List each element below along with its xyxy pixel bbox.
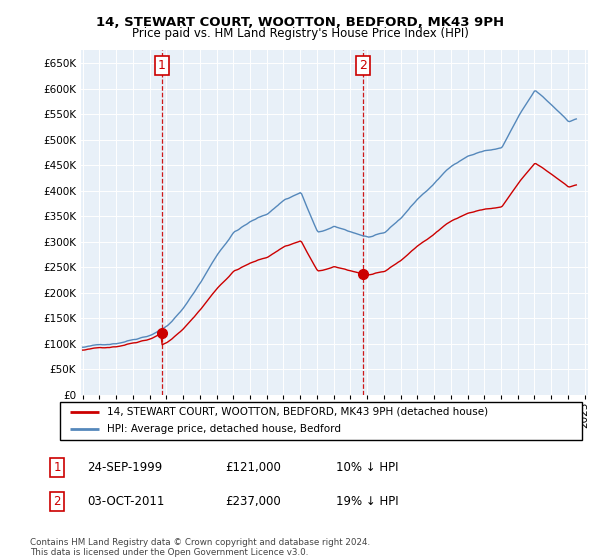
Text: Contains HM Land Registry data © Crown copyright and database right 2024.
This d: Contains HM Land Registry data © Crown c…	[30, 538, 370, 557]
Text: 2: 2	[53, 494, 61, 508]
Text: 19% ↓ HPI: 19% ↓ HPI	[336, 494, 398, 508]
Text: 14, STEWART COURT, WOOTTON, BEDFORD, MK43 9PH (detached house): 14, STEWART COURT, WOOTTON, BEDFORD, MK4…	[107, 407, 488, 417]
Text: 1: 1	[158, 59, 166, 72]
Text: £121,000: £121,000	[225, 461, 281, 474]
Text: Price paid vs. HM Land Registry's House Price Index (HPI): Price paid vs. HM Land Registry's House …	[131, 27, 469, 40]
Text: 1: 1	[53, 461, 61, 474]
Text: 24-SEP-1999: 24-SEP-1999	[87, 461, 162, 474]
Text: HPI: Average price, detached house, Bedford: HPI: Average price, detached house, Bedf…	[107, 424, 341, 435]
Text: 14, STEWART COURT, WOOTTON, BEDFORD, MK43 9PH: 14, STEWART COURT, WOOTTON, BEDFORD, MK4…	[96, 16, 504, 29]
Text: 2: 2	[359, 59, 367, 72]
Text: 03-OCT-2011: 03-OCT-2011	[87, 494, 164, 508]
Text: 10% ↓ HPI: 10% ↓ HPI	[336, 461, 398, 474]
Text: £237,000: £237,000	[225, 494, 281, 508]
